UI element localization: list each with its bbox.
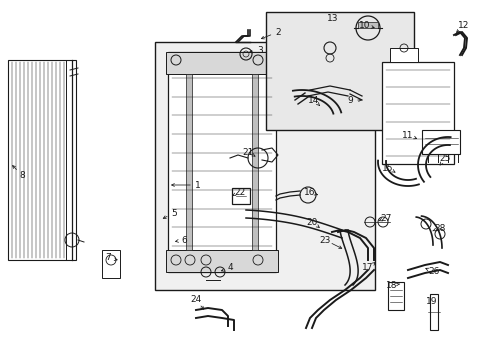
Bar [165, 52, 278, 74]
Bar [421, 130, 459, 154]
Text: 19: 19 [426, 297, 437, 306]
Text: 25: 25 [438, 153, 450, 162]
Bar [155, 42, 374, 290]
Text: 5: 5 [171, 208, 177, 217]
Text: 27: 27 [380, 213, 391, 222]
Text: 21: 21 [242, 148, 253, 157]
Text: 16: 16 [304, 188, 315, 197]
Bar [251, 74, 258, 250]
Text: 2: 2 [275, 27, 280, 36]
Text: 9: 9 [346, 95, 352, 104]
Bar [165, 250, 278, 272]
Bar [387, 282, 403, 310]
Text: 17: 17 [362, 264, 373, 273]
Text: 18: 18 [386, 280, 397, 289]
Text: 6: 6 [181, 235, 186, 244]
Text: 10: 10 [359, 21, 370, 30]
Bar [429, 294, 437, 330]
Bar [231, 188, 249, 204]
Text: 7: 7 [105, 253, 111, 262]
Text: 4: 4 [227, 264, 232, 273]
Text: 12: 12 [457, 21, 469, 30]
Bar [185, 74, 192, 250]
Bar [265, 12, 413, 130]
Text: 24: 24 [190, 296, 201, 305]
Bar [168, 52, 275, 272]
Bar [102, 250, 120, 278]
Text: 8: 8 [19, 171, 25, 180]
Text: 28: 28 [433, 224, 445, 233]
Text: 15: 15 [382, 163, 393, 172]
Text: 13: 13 [326, 14, 338, 23]
Text: 20: 20 [305, 217, 317, 226]
Bar [8, 60, 76, 260]
Text: 26: 26 [427, 267, 439, 276]
Bar [389, 48, 417, 62]
Text: 22: 22 [234, 188, 245, 197]
Text: 11: 11 [402, 131, 413, 140]
Text: 14: 14 [307, 95, 319, 104]
Text: 1: 1 [195, 180, 201, 189]
Text: 3: 3 [257, 45, 263, 54]
Text: 23: 23 [319, 235, 330, 244]
Bar [357, 22, 377, 28]
Bar [381, 62, 453, 164]
